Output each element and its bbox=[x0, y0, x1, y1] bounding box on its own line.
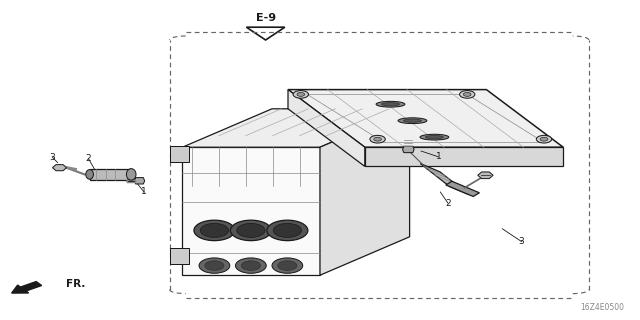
Polygon shape bbox=[170, 248, 189, 264]
Polygon shape bbox=[477, 172, 493, 179]
Circle shape bbox=[293, 91, 308, 98]
Polygon shape bbox=[52, 164, 67, 171]
Polygon shape bbox=[365, 147, 563, 166]
Circle shape bbox=[273, 223, 301, 237]
Polygon shape bbox=[288, 90, 563, 147]
Circle shape bbox=[230, 220, 271, 241]
Circle shape bbox=[205, 261, 224, 270]
Text: 16Z4E0500: 16Z4E0500 bbox=[580, 303, 624, 312]
Text: 1: 1 bbox=[141, 188, 147, 196]
Ellipse shape bbox=[381, 103, 399, 106]
Circle shape bbox=[278, 261, 297, 270]
Circle shape bbox=[540, 137, 548, 141]
Text: FR.: FR. bbox=[66, 279, 85, 289]
Ellipse shape bbox=[398, 118, 427, 124]
Polygon shape bbox=[182, 147, 320, 275]
Polygon shape bbox=[288, 90, 365, 166]
Circle shape bbox=[536, 135, 552, 143]
Circle shape bbox=[460, 91, 475, 98]
FancyArrow shape bbox=[12, 282, 42, 293]
Circle shape bbox=[297, 92, 305, 96]
Text: 3: 3 bbox=[519, 237, 524, 246]
Ellipse shape bbox=[376, 101, 405, 107]
Ellipse shape bbox=[403, 119, 421, 122]
Circle shape bbox=[374, 137, 381, 141]
Polygon shape bbox=[420, 164, 469, 195]
Circle shape bbox=[463, 92, 471, 96]
Text: 3: 3 bbox=[50, 153, 55, 162]
Polygon shape bbox=[134, 178, 145, 184]
Text: 2: 2 bbox=[445, 199, 451, 208]
Circle shape bbox=[237, 223, 265, 237]
Polygon shape bbox=[320, 109, 410, 275]
Polygon shape bbox=[446, 181, 479, 196]
Circle shape bbox=[241, 261, 260, 270]
Circle shape bbox=[370, 135, 385, 143]
Circle shape bbox=[200, 223, 228, 237]
Polygon shape bbox=[90, 169, 131, 180]
Text: 1: 1 bbox=[436, 152, 441, 161]
Polygon shape bbox=[403, 146, 414, 153]
Circle shape bbox=[272, 258, 303, 273]
Circle shape bbox=[194, 220, 235, 241]
Ellipse shape bbox=[127, 169, 136, 180]
Ellipse shape bbox=[420, 134, 449, 140]
Ellipse shape bbox=[86, 170, 93, 179]
Text: E-9: E-9 bbox=[255, 12, 276, 23]
Polygon shape bbox=[170, 146, 189, 162]
Circle shape bbox=[236, 258, 266, 273]
Text: 2: 2 bbox=[86, 154, 91, 163]
Circle shape bbox=[199, 258, 230, 273]
Circle shape bbox=[267, 220, 308, 241]
Polygon shape bbox=[182, 109, 410, 147]
Ellipse shape bbox=[426, 136, 444, 139]
